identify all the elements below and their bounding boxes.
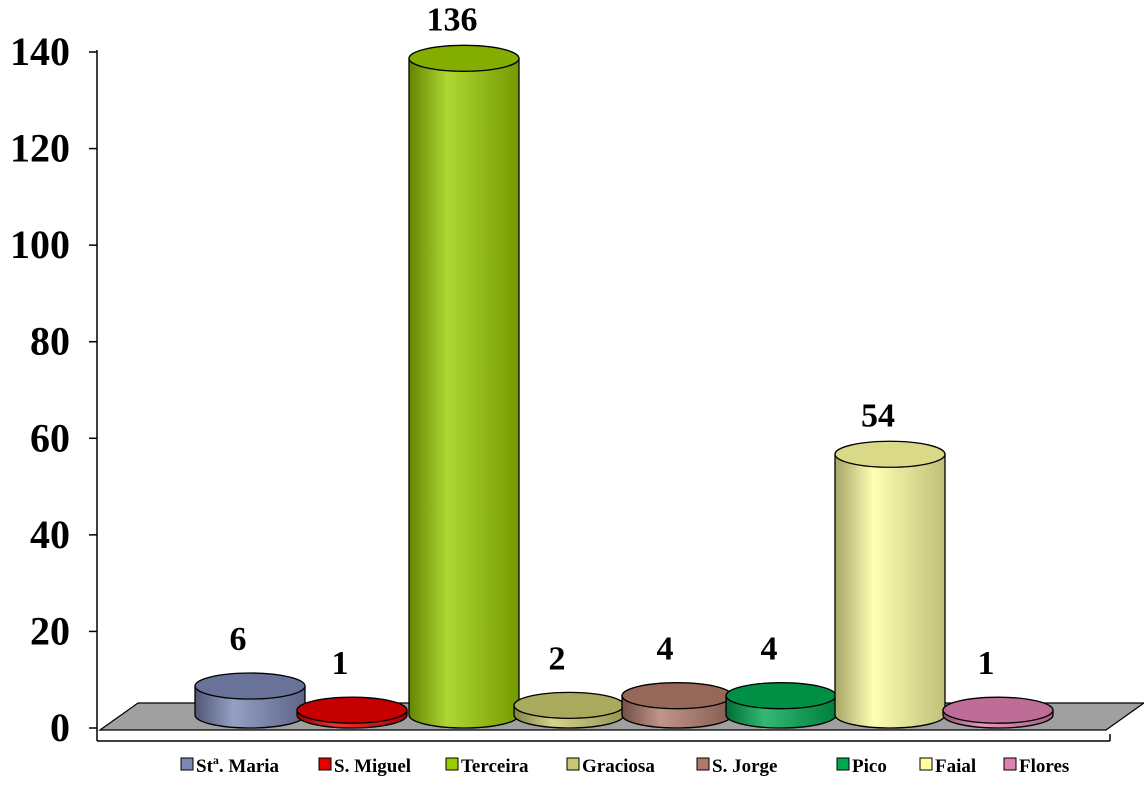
bar-body	[408, 57, 520, 729]
legend-item: Faial	[919, 756, 976, 777]
bar-8	[942, 696, 1054, 729]
data-label: 6	[230, 621, 247, 658]
y-tick-label: 100	[10, 222, 70, 267]
legend-swatch	[566, 757, 580, 771]
legend-label: S. Jorge	[712, 756, 777, 777]
data-label: 136	[427, 1, 478, 38]
legend-label: Pico	[852, 756, 887, 777]
bar-3	[408, 44, 520, 729]
legend-item: Graciosa	[566, 756, 655, 777]
data-labels-group: 6 1 136 2 4 4 54 1	[230, 1, 995, 682]
bar-top	[834, 440, 946, 468]
bar-body	[834, 453, 946, 729]
legend-label: S. Miguel	[334, 756, 411, 777]
legend-label: Sta. Maria	[196, 753, 280, 777]
bar-top	[194, 672, 306, 700]
y-tick-label: 120	[10, 126, 70, 171]
legend-swatch	[318, 757, 332, 771]
data-label: 1	[978, 645, 995, 682]
legend-item: Sta. Maria	[180, 753, 280, 777]
legend-swatch	[445, 757, 459, 771]
data-label: 4	[657, 631, 674, 668]
y-tick-label: 80	[30, 319, 70, 364]
bar-7	[834, 440, 946, 729]
legend-swatch	[836, 757, 850, 771]
legend-swatch	[1003, 757, 1017, 771]
bar-top	[725, 682, 837, 710]
bar-top	[513, 691, 625, 719]
y-tick-label: 0	[50, 705, 70, 750]
bar-1	[194, 672, 306, 729]
legend-label: Faial	[935, 756, 976, 777]
y-tick-label: 140	[10, 29, 70, 74]
data-label: 2	[549, 640, 566, 677]
bar-5	[621, 682, 733, 729]
bar-top	[408, 44, 520, 72]
legend-swatch	[180, 757, 194, 771]
legend-item: Flores	[1003, 756, 1069, 777]
legend-item: Pico	[836, 756, 887, 777]
legend-swatch	[696, 757, 710, 771]
legend-item: S. Miguel	[318, 756, 411, 777]
y-tick-label: 60	[30, 415, 70, 460]
axis-group: 0 20 40 60 80 100 120 140	[10, 29, 1111, 750]
bar-6	[725, 682, 837, 729]
legend: Sta. Maria S. Miguel Terceira Graciosa S. Jo…	[180, 753, 1069, 777]
y-tick-label: 20	[30, 608, 70, 653]
bar-top	[942, 696, 1054, 724]
legend-label: Flores	[1019, 756, 1069, 777]
legend-label: Graciosa	[582, 756, 655, 777]
legend-item: Terceira	[445, 756, 529, 777]
bar-top	[621, 682, 733, 710]
data-label: 1	[332, 645, 349, 682]
legend-item: S. Jorge	[696, 756, 777, 777]
bar-top	[296, 696, 408, 724]
y-tick-label: 40	[30, 512, 70, 557]
data-label: 54	[861, 397, 895, 434]
data-label: 4	[761, 631, 778, 668]
legend-label: Terceira	[461, 756, 529, 777]
legend-swatch	[919, 757, 933, 771]
bars-group	[194, 44, 1054, 729]
bar-2	[296, 696, 408, 729]
bar-4	[513, 691, 625, 729]
